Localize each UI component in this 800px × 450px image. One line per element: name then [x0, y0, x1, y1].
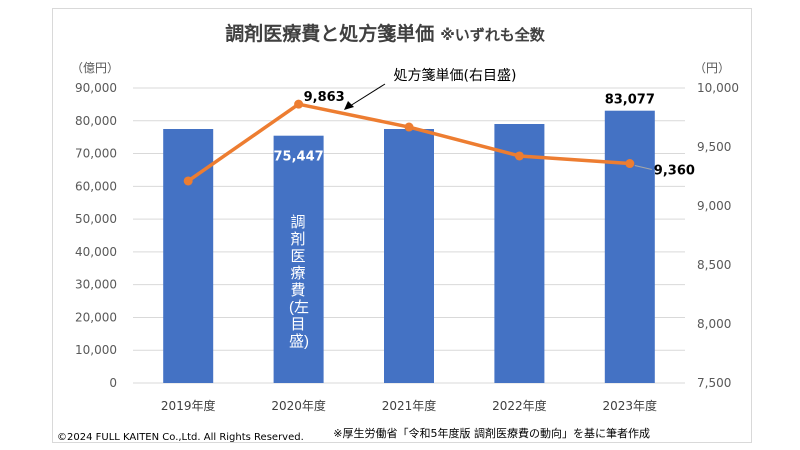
x-tick-label: 2022年度: [492, 398, 547, 413]
bar-data-label: 83,077: [605, 93, 655, 108]
line-series-annotation: 処方箋単価(右目盛): [394, 68, 517, 84]
chart-title: 調剤医療費と処方箋単価 ※いずれも全数: [225, 22, 546, 45]
left-tick-label: 0: [109, 376, 117, 390]
right-axis-unit: （円）: [694, 61, 730, 75]
bar-data-label: 75,447: [274, 150, 324, 165]
bar: [273, 135, 324, 383]
copyright: ©2024 FULL KAITEN Co.,Ltd. All Rights Re…: [57, 432, 304, 443]
line-point: [404, 122, 414, 132]
bar-series-annotation: 調剤医療費(左目盛): [289, 214, 309, 350]
annotation-arrowhead: [344, 101, 354, 110]
line-point: [514, 151, 524, 161]
leader-line: [634, 165, 652, 171]
right-tick-label: 10,000: [697, 81, 739, 95]
line-data-label: 9,360: [654, 164, 695, 179]
source-note: ※厚生労働省「令和5年度版 調剤医療費の動向」を基に筆者作成: [333, 426, 650, 440]
right-tick-label: 9,000: [697, 199, 731, 213]
left-tick-label: 30,000: [75, 278, 117, 292]
left-tick-label: 50,000: [75, 212, 117, 226]
line-data-label: 9,863: [304, 90, 345, 105]
left-tick-label: 90,000: [75, 81, 117, 95]
left-tick-label: 70,000: [75, 147, 117, 161]
x-tick-label: 2023年度: [603, 398, 658, 413]
left-tick-label: 60,000: [75, 179, 117, 193]
line-point: [183, 176, 193, 186]
x-tick-label: 2019年度: [161, 398, 216, 413]
right-tick-label: 7,500: [697, 376, 731, 390]
right-tick-label: 8,000: [697, 317, 731, 331]
left-tick-label: 40,000: [75, 245, 117, 259]
x-tick-label: 2020年度: [271, 398, 326, 413]
right-tick-label: 9,500: [697, 140, 731, 154]
bar: [384, 129, 434, 383]
right-tick-label: 8,500: [697, 258, 731, 272]
annotation-arrow-line: [349, 83, 386, 107]
x-tick-label: 2021年度: [382, 398, 437, 413]
line-point: [294, 99, 304, 109]
line-point: [625, 159, 635, 169]
left-axis-unit: （億円）: [71, 61, 119, 75]
left-tick-label: 10,000: [75, 343, 117, 357]
bar: [494, 123, 545, 384]
left-tick-label: 20,000: [75, 310, 117, 324]
left-tick-label: 80,000: [75, 114, 117, 128]
chart-frame: [52, 8, 752, 443]
bar: [604, 110, 655, 384]
